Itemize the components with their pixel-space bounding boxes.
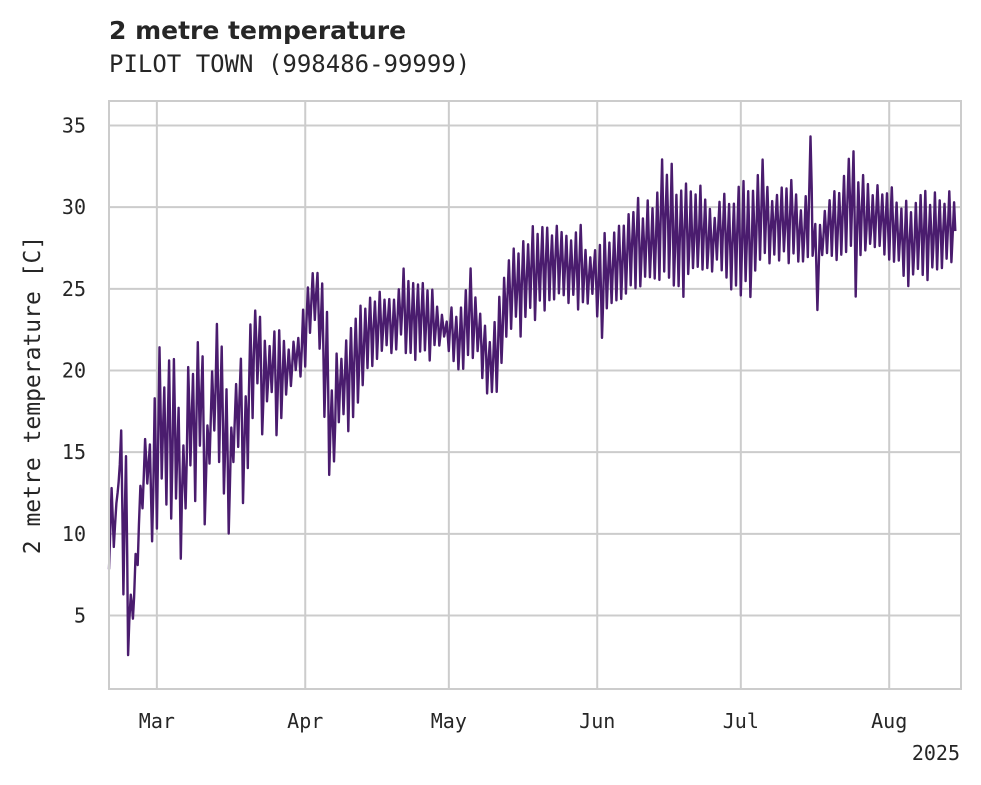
y-tick-label: 5 — [74, 604, 86, 628]
series-line-temperature — [107, 135, 957, 657]
y-tick-label: 35 — [62, 114, 86, 138]
y-tick-label: 30 — [62, 195, 86, 219]
y-tick-label: 10 — [62, 522, 86, 546]
chart-subtitle: PILOT TOWN (998486-99999) — [109, 50, 471, 78]
x-tick-label: May — [431, 709, 467, 733]
y-tick-label: 25 — [62, 277, 86, 301]
x-tick-label: Jul — [723, 709, 759, 733]
y-tick-label: 20 — [62, 359, 86, 383]
x-axis-year-label: 2025 — [912, 741, 960, 765]
x-tick-label: Mar — [139, 709, 175, 733]
grid-lines — [109, 101, 961, 689]
plot-frame — [108, 100, 962, 690]
chart-title: 2 metre temperature — [109, 16, 407, 45]
axis-tick-labels: 5 10 15 20 25 30 35 Mar Apr May Jun Jul Aug — [62, 114, 907, 734]
x-tick-label: Aug — [871, 709, 907, 733]
x-tick-label: Apr — [287, 709, 323, 733]
y-tick-label: 15 — [62, 440, 86, 464]
y-axis-label: 2 metre temperature [C] — [20, 236, 46, 555]
x-tick-label: Jun — [579, 709, 615, 733]
